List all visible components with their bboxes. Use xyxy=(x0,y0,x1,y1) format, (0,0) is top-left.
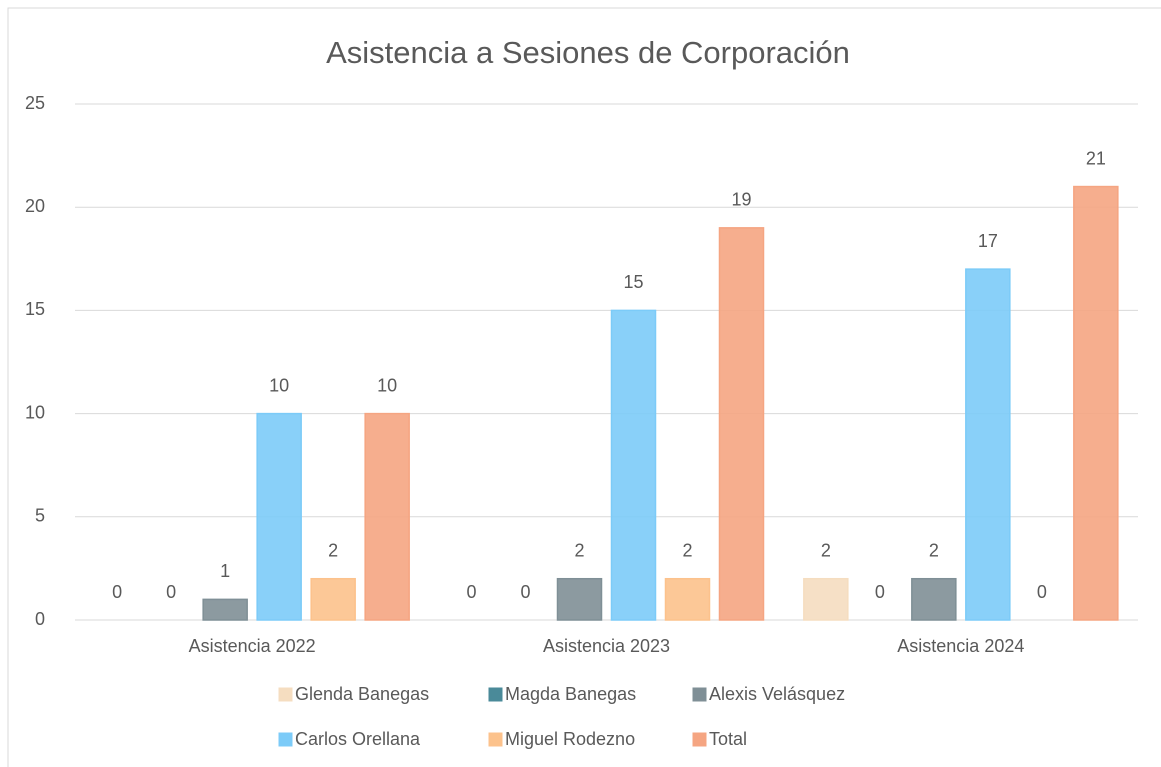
y-tick-label: 25 xyxy=(25,93,45,113)
bar xyxy=(556,577,603,621)
data-label: 0 xyxy=(112,582,122,602)
x-tick-label: Asistencia 2023 xyxy=(543,636,670,656)
legend-label: Miguel Rodezno xyxy=(505,729,635,749)
x-tick-label: Asistencia 2024 xyxy=(897,636,1024,656)
bar xyxy=(1073,185,1119,621)
data-label: 19 xyxy=(731,190,751,210)
data-label: 17 xyxy=(978,231,998,251)
data-label: 2 xyxy=(328,540,338,560)
bar xyxy=(310,577,356,621)
y-tick-label: 20 xyxy=(25,196,45,216)
data-label: 2 xyxy=(574,540,584,560)
data-label: 1 xyxy=(220,561,230,581)
bar xyxy=(803,577,849,621)
data-label: 0 xyxy=(166,582,176,602)
data-label: 0 xyxy=(1037,582,1047,602)
data-label: 0 xyxy=(875,582,885,602)
legend-label: Carlos Orellana xyxy=(295,729,421,749)
data-label: 15 xyxy=(623,272,643,292)
data-label: 10 xyxy=(377,375,397,395)
data-label: 0 xyxy=(520,582,530,602)
y-tick-label: 5 xyxy=(35,506,45,526)
legend-swatch xyxy=(692,732,707,747)
data-label: 2 xyxy=(821,540,831,560)
bar xyxy=(718,227,765,621)
x-tick-label: Asistencia 2022 xyxy=(189,636,316,656)
legend-label: Magda Banegas xyxy=(505,684,636,704)
bar xyxy=(202,598,248,621)
legend-swatch xyxy=(278,687,293,702)
y-tick-label: 10 xyxy=(25,402,45,422)
legend-swatch xyxy=(692,687,707,702)
y-tick-label: 15 xyxy=(25,299,45,319)
legend-label: Alexis Velásquez xyxy=(709,684,845,704)
bar xyxy=(965,268,1011,621)
legend-swatch xyxy=(488,687,503,702)
chart-title: Asistencia a Sesiones de Corporación xyxy=(326,35,850,70)
legend-swatch xyxy=(278,732,293,747)
bar xyxy=(911,577,957,621)
data-label: 21 xyxy=(1086,148,1106,168)
bar xyxy=(364,412,410,621)
data-label: 2 xyxy=(682,540,692,560)
y-tick-label: 0 xyxy=(35,609,45,629)
bar xyxy=(664,577,711,621)
data-label: 0 xyxy=(466,582,476,602)
chart-frame xyxy=(7,7,1161,767)
data-label: 2 xyxy=(929,540,939,560)
legend-swatch xyxy=(488,732,503,747)
bar xyxy=(256,412,302,621)
data-label: 10 xyxy=(269,375,289,395)
legend-label: Total xyxy=(709,729,747,749)
legend-label: Glenda Banegas xyxy=(295,684,429,704)
bar xyxy=(610,309,657,621)
